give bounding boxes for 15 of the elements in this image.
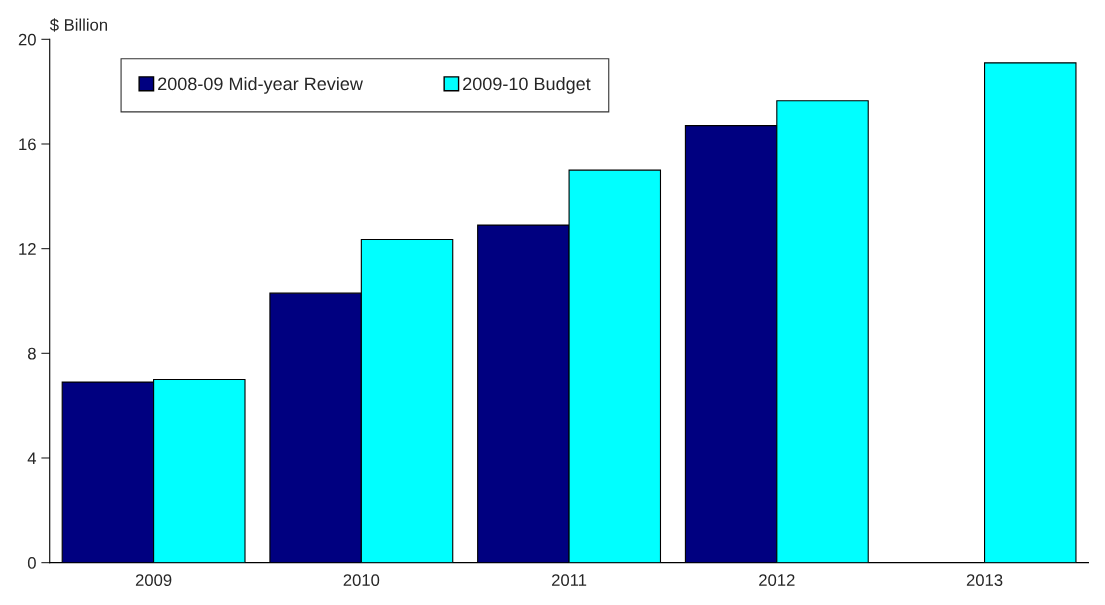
x-tick-label: 2012 (759, 574, 795, 586)
x-tick-label: 2010 (343, 574, 380, 586)
legend-label: 2008-09 Mid-year Review (158, 76, 363, 94)
bar (984, 62, 1077, 563)
y-axis-title: $ Billion (49, 18, 108, 32)
y-tick-label: 12 (19, 243, 36, 255)
y-tick-label: 8 (27, 347, 36, 360)
y-tick-label: 0 (27, 557, 36, 569)
y-tick-label: 16 (19, 138, 36, 151)
y-tick-label: 20 (18, 33, 36, 46)
x-tick-label: 2013 (966, 574, 1003, 586)
y-tick-label: 4 (27, 452, 37, 465)
x-tick-label: 2011 (551, 574, 587, 586)
x-tick-label: 2009 (135, 574, 172, 586)
legend-label: 2009-10 Budget (463, 76, 591, 94)
